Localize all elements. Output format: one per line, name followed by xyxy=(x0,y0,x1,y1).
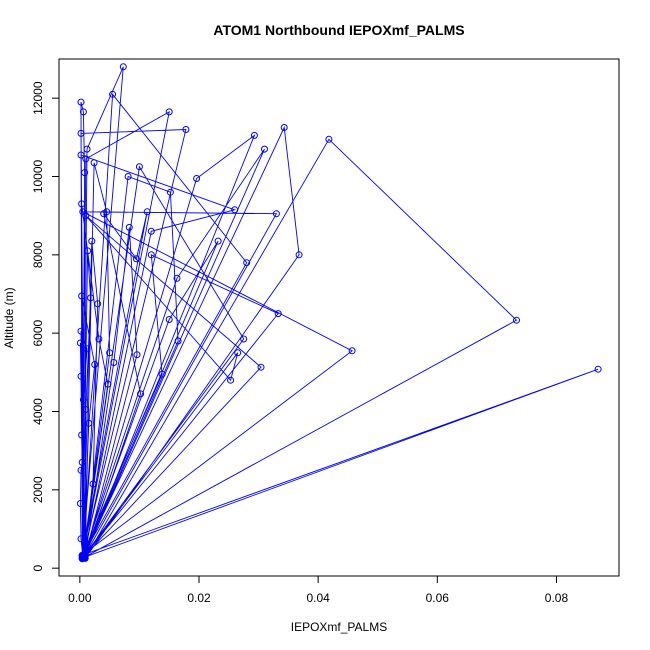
series-line xyxy=(79,66,599,560)
data-point xyxy=(91,361,99,368)
data-point xyxy=(77,98,85,106)
data-point xyxy=(87,294,95,302)
data-point xyxy=(240,335,248,343)
data-point xyxy=(95,335,103,343)
data-point xyxy=(165,316,173,323)
chart-title: ATOM1 Northbound IEPOXmf_PALMS xyxy=(213,22,464,38)
x-tick-label: 0.00 xyxy=(68,591,92,605)
y-tick-label: 0 xyxy=(31,565,45,572)
data-point xyxy=(76,339,84,347)
y-tick-label: 10000 xyxy=(31,159,45,193)
data-point xyxy=(77,535,85,543)
data-point xyxy=(125,223,133,231)
data-point xyxy=(77,327,85,335)
data-point xyxy=(132,255,140,263)
x-tick-label: 0.02 xyxy=(187,591,211,605)
data-point xyxy=(104,380,112,388)
data-point xyxy=(109,90,117,98)
y-axis-label: Altitude (m) xyxy=(2,287,16,348)
data-point xyxy=(348,347,356,355)
data-point xyxy=(173,274,181,282)
series-lines xyxy=(79,66,599,560)
data-point xyxy=(103,208,111,216)
data-point xyxy=(78,292,86,300)
data-point xyxy=(78,458,86,466)
data-point xyxy=(110,359,118,366)
data-point xyxy=(135,163,143,171)
data-point xyxy=(147,251,155,259)
data-point xyxy=(193,175,201,182)
data-point xyxy=(243,259,251,267)
data-point xyxy=(513,316,520,324)
data-point xyxy=(83,345,91,353)
data-point xyxy=(182,126,190,133)
data-point xyxy=(82,212,90,220)
data-point xyxy=(137,390,145,398)
data-point xyxy=(77,466,85,474)
data-point xyxy=(274,310,282,318)
data-point xyxy=(174,337,182,345)
data-point xyxy=(143,208,151,216)
data-point xyxy=(76,500,84,507)
data-point xyxy=(77,151,85,159)
data-point xyxy=(231,206,239,214)
data-point xyxy=(94,300,102,308)
data-point xyxy=(594,365,602,373)
data-point xyxy=(214,237,222,245)
data-point xyxy=(106,349,114,357)
data-point xyxy=(234,349,242,357)
data-point xyxy=(166,188,174,196)
data-point xyxy=(147,227,155,235)
data-point xyxy=(165,108,173,116)
data-point xyxy=(77,372,85,380)
data-point xyxy=(79,552,87,560)
y-tick-label: 4000 xyxy=(31,398,45,425)
data-point xyxy=(280,124,288,131)
data-point xyxy=(90,159,98,167)
series-points xyxy=(76,63,602,563)
x-axis-label: IEPOXmf_PALMS xyxy=(291,620,387,634)
x-tick-label: 0.08 xyxy=(545,591,569,605)
data-point xyxy=(158,370,166,378)
data-point xyxy=(89,480,97,488)
x-tick-label: 0.04 xyxy=(306,591,330,605)
x-tick-label: 0.06 xyxy=(426,591,450,605)
data-point xyxy=(81,169,89,177)
data-point xyxy=(78,200,86,208)
data-point xyxy=(325,135,333,143)
data-point xyxy=(88,237,96,245)
y-tick-label: 8000 xyxy=(31,241,45,268)
y-tick-label: 2000 xyxy=(31,476,45,503)
y-tick-label: 6000 xyxy=(31,319,45,346)
data-point xyxy=(82,155,90,163)
data-point xyxy=(227,376,235,384)
data-point xyxy=(77,129,85,137)
data-point xyxy=(250,131,258,139)
data-point xyxy=(78,431,86,439)
data-point xyxy=(79,108,87,116)
data-point xyxy=(295,251,303,259)
data-point xyxy=(124,173,132,180)
data-point xyxy=(83,145,91,153)
y-tick-label: 12000 xyxy=(31,81,45,115)
data-point xyxy=(82,406,90,413)
data-point xyxy=(84,247,92,255)
y-axis: 0 2000 4000 6000 8000 10000 12000 xyxy=(31,81,60,572)
x-axis: 0.00 0.02 0.04 0.06 0.08 xyxy=(68,575,569,605)
data-point xyxy=(257,363,265,371)
data-point xyxy=(133,351,141,359)
data-point xyxy=(272,210,280,218)
data-point xyxy=(85,419,93,427)
data-point xyxy=(119,63,127,71)
data-point xyxy=(79,396,87,404)
data-point xyxy=(261,145,268,153)
plot-frame xyxy=(58,58,620,577)
